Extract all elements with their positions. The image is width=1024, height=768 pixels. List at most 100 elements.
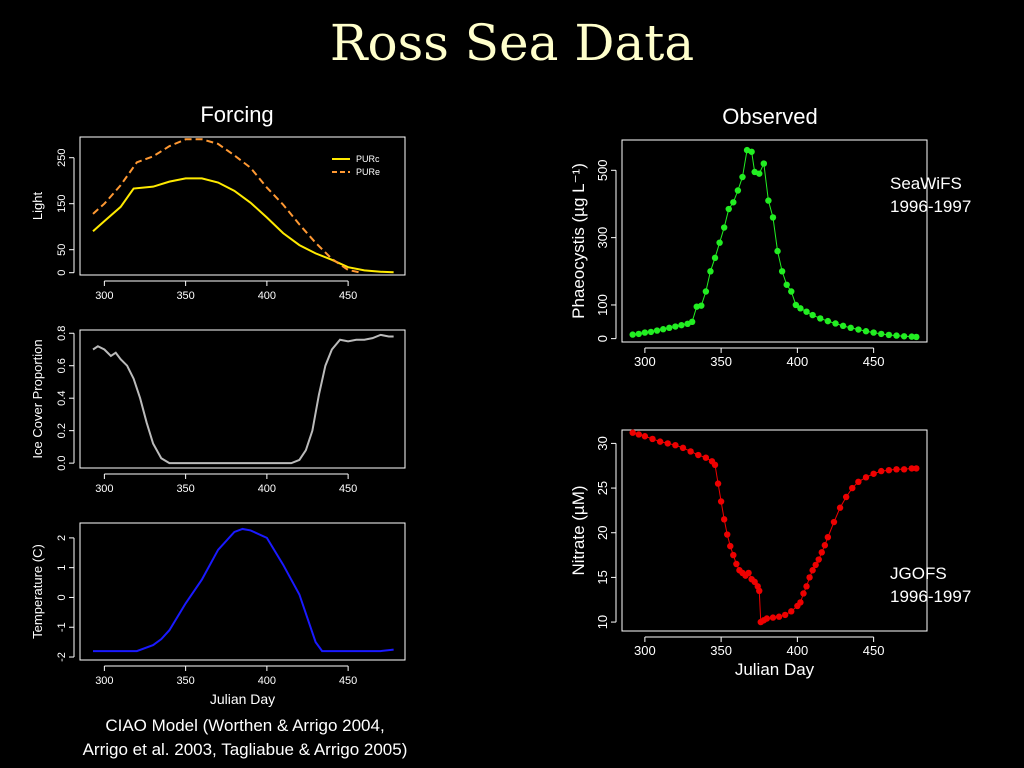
- nitrate-data-point: [679, 444, 687, 452]
- temperature-y-tick-label: 2: [56, 535, 68, 541]
- nitrate-data-point: [711, 461, 719, 469]
- seawifs-years: 1996-1997: [890, 197, 972, 216]
- nitrate-data-point: [717, 498, 725, 505]
- nitrate-plot-frame: [621, 429, 928, 632]
- nitrate-data-point: [641, 433, 649, 440]
- phaeocystis-data-point: [878, 330, 885, 338]
- ice-x-tick-label: 450: [339, 483, 357, 495]
- phaeocystis-data-point: [734, 187, 742, 194]
- legend-label-purc: PURc: [356, 154, 380, 164]
- phaeocystis-data-point: [760, 160, 768, 167]
- nitrate-data-point: [687, 448, 694, 455]
- nitrate-data-point: [830, 518, 838, 526]
- phaeocystis-x-tick-label: 400: [787, 354, 809, 369]
- nitrate-data-point: [893, 466, 900, 473]
- phaeocystis-data-point: [725, 205, 732, 213]
- phaeocystis-data-point: [824, 317, 832, 325]
- light-series-1-line: [92, 177, 394, 274]
- nitrate-y-tick-label: 10: [595, 615, 610, 629]
- nitrate-data-point: [724, 531, 731, 538]
- nitrate-data-point: [775, 613, 783, 620]
- ice-y-tick-label: 0.4: [56, 391, 68, 406]
- nitrate-data-point: [664, 440, 671, 447]
- phaeocystis-x-tick-label: 450: [863, 354, 885, 369]
- phaeocystis-series-line: [632, 149, 917, 338]
- light-y-tick-label: 150: [56, 195, 68, 213]
- nitrate-data-point: [803, 583, 810, 590]
- phaeocystis-x-tick-label: 350: [710, 354, 732, 369]
- phaeocystis-data-point: [788, 288, 795, 295]
- phaeocystis-data-point: [672, 323, 679, 330]
- phaeocystis-data-point: [908, 333, 915, 340]
- nitrate-data-point: [812, 561, 819, 569]
- nitrate-data-point: [797, 599, 804, 606]
- temperature-x-tick-label: 400: [258, 675, 276, 687]
- nitrate-data-point: [849, 484, 856, 492]
- nitrate-data-point: [878, 467, 885, 475]
- nitrate-data-point: [727, 542, 734, 550]
- nitrate-data-point: [720, 516, 728, 523]
- nitrate-data-point: [714, 480, 722, 487]
- nitrate-data-point: [824, 534, 832, 541]
- temperature-y-tick-label: 1: [56, 565, 68, 571]
- ice-y-tick-label: 0.0: [56, 455, 68, 470]
- phaeocystis-data-point: [792, 301, 800, 309]
- nitrate-data-point: [885, 467, 893, 474]
- temperature-y-tick-label: 0: [56, 594, 68, 600]
- phaeocystis-x-tick-label: 300: [634, 354, 656, 369]
- ice-y-tick-label: 0.8: [56, 326, 68, 341]
- nitrate-data-point: [751, 578, 758, 586]
- phaeocystis-data-point: [641, 329, 649, 336]
- nitrate-data-point: [815, 556, 822, 563]
- phaeocystis-data-point: [855, 326, 862, 333]
- nitrate-data-point: [629, 429, 636, 436]
- phaeocystis-data-point: [839, 322, 847, 330]
- nitrate-data-point: [649, 435, 656, 443]
- nitrate-data-point: [763, 615, 771, 622]
- nitrate-data-point: [635, 431, 642, 438]
- nitrate-data-point: [842, 493, 850, 501]
- nitrate-y-tick-label: 30: [595, 436, 610, 450]
- nitrate-y-axis-label: Nitrate (µM): [569, 485, 588, 575]
- phaeocystis-data-point: [809, 311, 816, 319]
- ice-y-tick-label: 0.6: [56, 358, 68, 373]
- phaeocystis-data-point: [803, 308, 810, 315]
- phaeocystis-data-point: [832, 320, 839, 327]
- nitrate-data-point: [821, 542, 829, 549]
- temperature-x-tick-label: 450: [339, 675, 357, 687]
- nitrate-data-point: [806, 574, 813, 581]
- phaeocystis-data-point: [748, 148, 755, 155]
- temperature-series-1-line: [93, 527, 394, 653]
- nitrate-x-tick-label: 400: [787, 643, 809, 658]
- ice-x-tick-label: 300: [95, 483, 113, 495]
- nitrate-x-tick-label: 350: [710, 643, 732, 658]
- phaeocystis-data-point: [720, 224, 728, 231]
- phaeocystis-data-point: [653, 327, 661, 334]
- phaeocystis-data-point: [817, 315, 824, 322]
- nitrate-data-point: [870, 470, 877, 477]
- nitrate-data-point: [769, 614, 777, 621]
- temperature-y-tick-label: -2: [56, 652, 68, 662]
- temperature-plot-frame: [79, 522, 406, 661]
- jgofs-label: JGOFS 1996-1997: [890, 562, 971, 608]
- phaeocystis-data-point: [885, 331, 893, 339]
- phaeocystis-data-point: [659, 326, 667, 333]
- light-series-2-line: [92, 138, 362, 274]
- phaeocystis-data-point: [847, 324, 854, 332]
- caption-line-1: CIAO Model (Worthen & Arrigo 2004,: [105, 716, 385, 735]
- phaeocystis-data-point: [635, 330, 642, 338]
- light-y-tick-label: 0: [56, 270, 68, 276]
- nitrate-data-point: [913, 465, 920, 472]
- light-y-tick-label: 250: [56, 149, 68, 167]
- nitrate-data-point: [656, 438, 664, 445]
- phaeocystis-data-point: [739, 173, 746, 181]
- phaeocystis-data-point: [862, 328, 870, 335]
- phaeocystis-data-point: [698, 302, 705, 309]
- nitrate-data-point: [788, 608, 795, 615]
- phaeocystis-data-point: [702, 288, 710, 295]
- jgofs-name: JGOFS: [890, 564, 947, 583]
- phaeocystis-data-point: [893, 332, 900, 339]
- temperature-y-axis-label: Temperature (C): [30, 544, 45, 639]
- temperature-x-tick-label: 350: [176, 675, 194, 687]
